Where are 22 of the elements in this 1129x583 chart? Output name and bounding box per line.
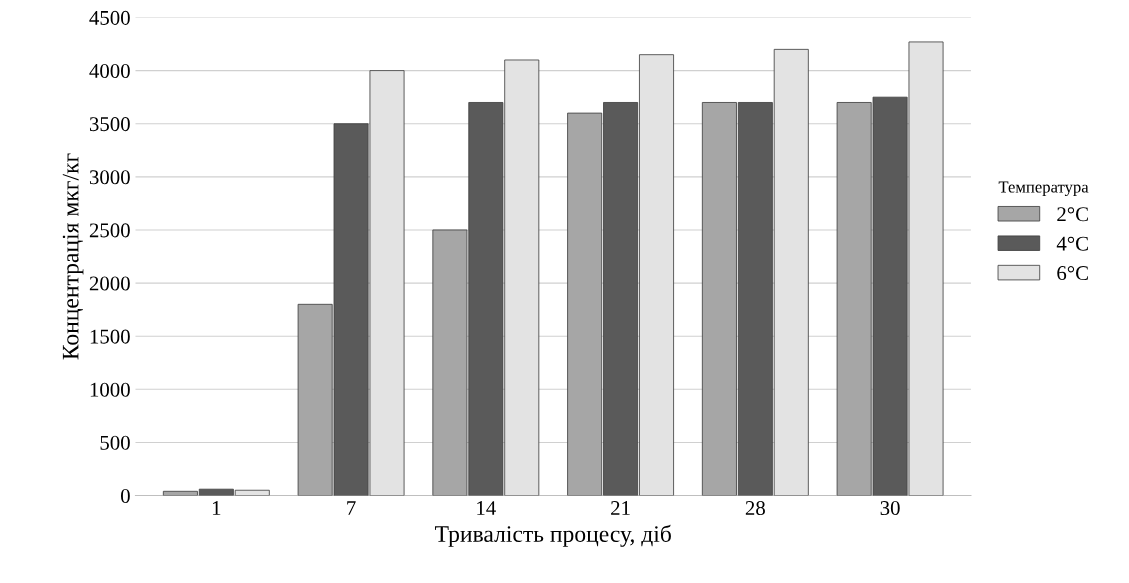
y-tick-label: 3000 — [89, 170, 130, 185]
x-tick-label: 14 — [477, 501, 496, 515]
x-tick-label: 28 — [745, 501, 765, 516]
y-axis-title: Концентрація мкг/кг — [62, 153, 84, 360]
x-axis-title: Тривалість процесу, діб — [435, 524, 671, 547]
y-tick-label: 2500 — [89, 223, 130, 238]
legend-label: 6°C — [1057, 266, 1088, 281]
x-tick-label: 1 — [212, 501, 221, 515]
y-tick-label: 1500 — [90, 329, 130, 344]
x-tick-label: 21 — [611, 501, 630, 515]
x-tick-label: 7 — [347, 501, 356, 515]
legend-title: Температура — [998, 181, 1089, 197]
legend-label: 2°C — [1057, 207, 1088, 222]
y-tick-label: 2000 — [89, 276, 130, 291]
y-tick-label: 3500 — [89, 117, 130, 132]
y-tick-label: 4500 — [89, 10, 130, 25]
legend-label: 4°C — [1056, 236, 1088, 251]
y-tick-label: 500 — [100, 435, 130, 450]
y-tick-label: 1000 — [90, 382, 130, 397]
y-tick-label: 0 — [121, 488, 130, 503]
y-tick-label: 4000 — [89, 63, 130, 79]
x-tick-label: 30 — [880, 501, 900, 516]
